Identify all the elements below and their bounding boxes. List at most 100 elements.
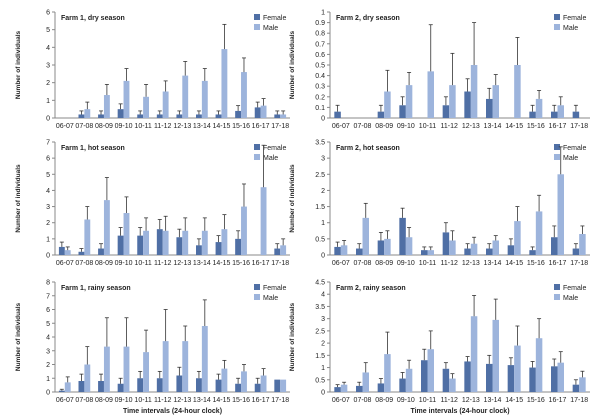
x-tick-label: 17-18	[271, 397, 289, 404]
bar-male	[449, 85, 456, 118]
bar-female	[399, 105, 406, 118]
x-tick-label: 12-13	[462, 260, 480, 267]
x-tick-label: 07-08	[354, 123, 372, 130]
legend-swatch-female	[554, 144, 560, 150]
x-tick-label: 08-09	[375, 397, 393, 404]
y-tick-label: 3	[46, 348, 50, 355]
bar-male	[260, 187, 267, 255]
legend-swatch-male	[254, 154, 260, 160]
bar-male	[384, 91, 391, 118]
x-tick-label: 09-10	[115, 397, 133, 404]
bar-male	[557, 174, 564, 255]
y-tick-label: 0.8	[315, 31, 325, 38]
bar-male	[492, 319, 499, 392]
legend-swatch-female	[254, 14, 260, 20]
bar-female	[215, 114, 222, 118]
x-tick-label: 11-12	[440, 123, 457, 130]
x-tick-label: 16-17	[549, 123, 567, 130]
chart-title: Farm 1, rainy season	[61, 285, 131, 292]
x-tick-label: 07-08	[354, 260, 372, 267]
bar-female	[117, 235, 124, 255]
legend-label-male: Male	[263, 295, 278, 302]
bar-male	[241, 371, 247, 392]
bar-female	[442, 105, 450, 118]
bar-female	[98, 248, 104, 255]
bar-female	[464, 361, 471, 392]
bar-male	[241, 206, 247, 255]
bar-female	[235, 238, 242, 255]
bar-male	[103, 95, 110, 118]
x-tick-label: 11-12	[154, 397, 171, 404]
bar-female	[464, 91, 471, 118]
bar-male	[64, 382, 71, 392]
x-tick-label: 16-17	[252, 123, 270, 130]
legend-swatch-male	[254, 294, 260, 300]
bar-male	[260, 375, 267, 392]
bar-male	[362, 372, 369, 392]
x-tick-label: 09-10	[115, 260, 133, 267]
x-tick-label: 15-16	[232, 123, 250, 130]
bar-male	[535, 338, 543, 392]
bar-female	[274, 379, 281, 392]
bar-female	[196, 245, 202, 255]
bar-male	[64, 250, 71, 255]
bar-female	[572, 384, 580, 392]
y-tick-label: 3	[46, 63, 50, 70]
x-tick-label: 10-11	[419, 260, 436, 267]
bar-female	[399, 378, 406, 392]
y-tick-label: 0.4	[315, 73, 325, 80]
bar-female	[176, 375, 183, 392]
x-tick-label: 17-18	[570, 123, 588, 130]
bar-male	[427, 250, 434, 255]
x-tick-label: 14-15	[505, 123, 523, 130]
y-tick-label: 0	[321, 253, 325, 260]
bar-female	[572, 111, 580, 118]
y-tick-label: 3	[321, 316, 325, 323]
x-tick-label: 14-15	[213, 397, 231, 404]
y-tick-label: 0	[46, 253, 50, 260]
x-tick-label: 09-10	[397, 123, 415, 130]
y-tick-label: 0.6	[315, 52, 325, 59]
bar-female	[196, 114, 202, 118]
x-tick-label: 15-16	[232, 397, 250, 404]
legend-label-female: Female	[263, 285, 286, 292]
bar-male	[84, 364, 91, 392]
x-tick-label: 10-11	[419, 397, 436, 404]
bar-male	[221, 368, 228, 392]
bar-female	[529, 250, 536, 255]
bar-male	[470, 243, 478, 255]
bar-female	[551, 366, 558, 392]
y-tick-label: 3.5	[315, 140, 325, 147]
x-tick-label: 10-11	[134, 397, 151, 404]
legend-label-female: Female	[563, 145, 586, 152]
bar-female	[235, 383, 242, 392]
bar-female	[254, 383, 261, 392]
legend-label-male: Male	[563, 155, 578, 162]
bar-female	[529, 111, 536, 118]
bar-male	[162, 230, 169, 255]
x-axis-title: Time intervals (24-hour clock)	[123, 408, 222, 415]
x-tick-label: 11-12	[154, 260, 171, 267]
bar-male	[579, 377, 586, 392]
bar-male	[340, 245, 348, 255]
x-tick-label: 15-16	[527, 123, 545, 130]
bar-male	[280, 114, 287, 118]
x-tick-label: 08-09	[375, 260, 393, 267]
legend-swatch-female	[554, 14, 560, 20]
x-tick-label: 06-07	[56, 397, 74, 404]
x-tick-label: 13-14	[484, 260, 502, 267]
bar-female	[551, 237, 558, 255]
bar-female	[58, 246, 65, 255]
bar-female	[377, 111, 385, 118]
x-tick-label: 08-09	[95, 397, 113, 404]
bar-female	[529, 367, 536, 392]
y-tick-label: 6	[46, 307, 50, 314]
bar-female	[399, 217, 406, 255]
bar-female	[274, 248, 281, 255]
x-tick-label: 09-10	[115, 123, 133, 130]
bar-male	[221, 229, 228, 255]
x-tick-label: 07-08	[75, 397, 93, 404]
bar-male	[514, 65, 521, 118]
y-tick-label: 0	[46, 116, 50, 123]
y-tick-label: 8	[46, 280, 50, 287]
